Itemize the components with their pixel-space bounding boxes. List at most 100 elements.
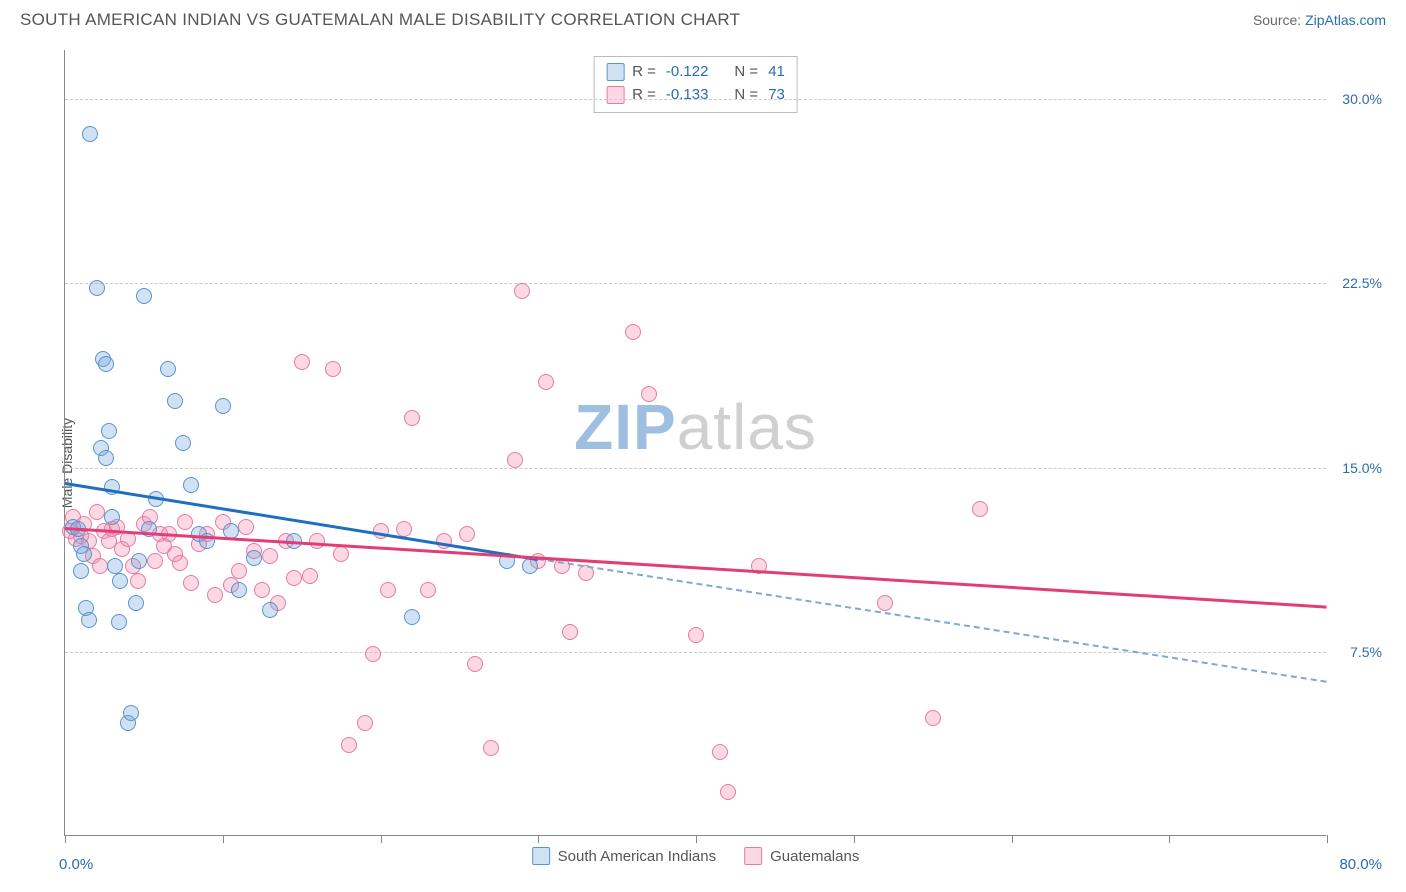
marker-b [231, 563, 247, 579]
marker-b [89, 504, 105, 520]
marker-b [262, 548, 278, 564]
legend: South American Indians Guatemalans [532, 847, 860, 865]
xtick [1012, 835, 1013, 843]
marker-b [147, 553, 163, 569]
marker-b [325, 361, 341, 377]
marker-b [538, 374, 554, 390]
ytick-label: 15.0% [1342, 460, 1382, 476]
watermark-light: atlas [677, 391, 817, 463]
marker-b [254, 582, 270, 598]
marker-a [89, 280, 105, 296]
marker-a [98, 356, 114, 372]
xtick [223, 835, 224, 843]
marker-b [172, 555, 188, 571]
xtick [538, 835, 539, 843]
xtick [1169, 835, 1170, 843]
marker-b [130, 573, 146, 589]
marker-a [73, 563, 89, 579]
xtick [65, 835, 66, 843]
marker-b [207, 587, 223, 603]
ytick-label: 7.5% [1350, 644, 1382, 660]
gridline [65, 99, 1326, 100]
marker-b [420, 582, 436, 598]
ytick-label: 30.0% [1342, 91, 1382, 107]
marker-a [76, 546, 92, 562]
marker-b [396, 521, 412, 537]
legend-item-b: Guatemalans [744, 847, 859, 865]
marker-b [688, 627, 704, 643]
legend-swatch-a [532, 847, 550, 865]
n-label: N = [734, 61, 758, 84]
chart-header: SOUTH AMERICAN INDIAN VS GUATEMALAN MALE… [0, 0, 1406, 36]
marker-a [175, 435, 191, 451]
marker-b [177, 514, 193, 530]
n-value-a: 41 [768, 61, 785, 84]
marker-a [128, 595, 144, 611]
marker-a [123, 705, 139, 721]
marker-a [81, 612, 97, 628]
trendline [538, 558, 1327, 683]
marker-b [333, 546, 349, 562]
marker-a [167, 393, 183, 409]
marker-b [459, 526, 475, 542]
marker-b [294, 354, 310, 370]
xtick-label: 0.0% [59, 856, 93, 873]
marker-b [507, 452, 523, 468]
n-label: N = [734, 84, 758, 107]
source-link[interactable]: ZipAtlas.com [1305, 12, 1386, 28]
watermark-bold: ZIP [574, 391, 677, 463]
r-value-a: -0.122 [666, 61, 709, 84]
xtick [1327, 835, 1328, 843]
r-value-b: -0.133 [666, 84, 709, 107]
marker-a [107, 558, 123, 574]
marker-a [82, 126, 98, 142]
legend-label-b: Guatemalans [770, 848, 859, 865]
marker-a [101, 423, 117, 439]
marker-b [720, 784, 736, 800]
plot-area: ZIPatlas R = -0.122 N = 41 R = -0.133 N … [64, 50, 1326, 836]
marker-a [136, 288, 152, 304]
xtick [696, 835, 697, 843]
marker-a [160, 361, 176, 377]
marker-a [111, 614, 127, 630]
marker-b [341, 737, 357, 753]
marker-b [365, 646, 381, 662]
marker-a [246, 550, 262, 566]
source-label: Source: ZipAtlas.com [1253, 12, 1386, 28]
stats-box: R = -0.122 N = 41 R = -0.133 N = 73 [593, 56, 798, 113]
marker-b [286, 570, 302, 586]
xtick-label: 80.0% [1339, 856, 1382, 873]
stats-row-a: R = -0.122 N = 41 [606, 61, 785, 84]
marker-b [92, 558, 108, 574]
marker-b [467, 656, 483, 672]
swatch-series-a [606, 63, 624, 81]
legend-item-a: South American Indians [532, 847, 716, 865]
r-label: R = [632, 61, 656, 84]
marker-b [877, 595, 893, 611]
r-label: R = [632, 84, 656, 107]
xtick [381, 835, 382, 843]
swatch-series-b [606, 86, 624, 104]
xtick [854, 835, 855, 843]
gridline [65, 468, 1326, 469]
marker-a [112, 573, 128, 589]
marker-b [309, 533, 325, 549]
chart-title: SOUTH AMERICAN INDIAN VS GUATEMALAN MALE… [20, 10, 740, 30]
ytick-label: 22.5% [1342, 275, 1382, 291]
marker-a [404, 609, 420, 625]
marker-a [98, 450, 114, 466]
marker-a [215, 398, 231, 414]
marker-a [262, 602, 278, 618]
marker-b [404, 410, 420, 426]
marker-b [238, 519, 254, 535]
marker-a [131, 553, 147, 569]
marker-b [625, 324, 641, 340]
marker-a [183, 477, 199, 493]
marker-b [302, 568, 318, 584]
marker-b [514, 283, 530, 299]
legend-label-a: South American Indians [558, 848, 716, 865]
marker-b [562, 624, 578, 640]
n-value-b: 73 [768, 84, 785, 107]
gridline [65, 283, 1326, 284]
legend-swatch-b [744, 847, 762, 865]
